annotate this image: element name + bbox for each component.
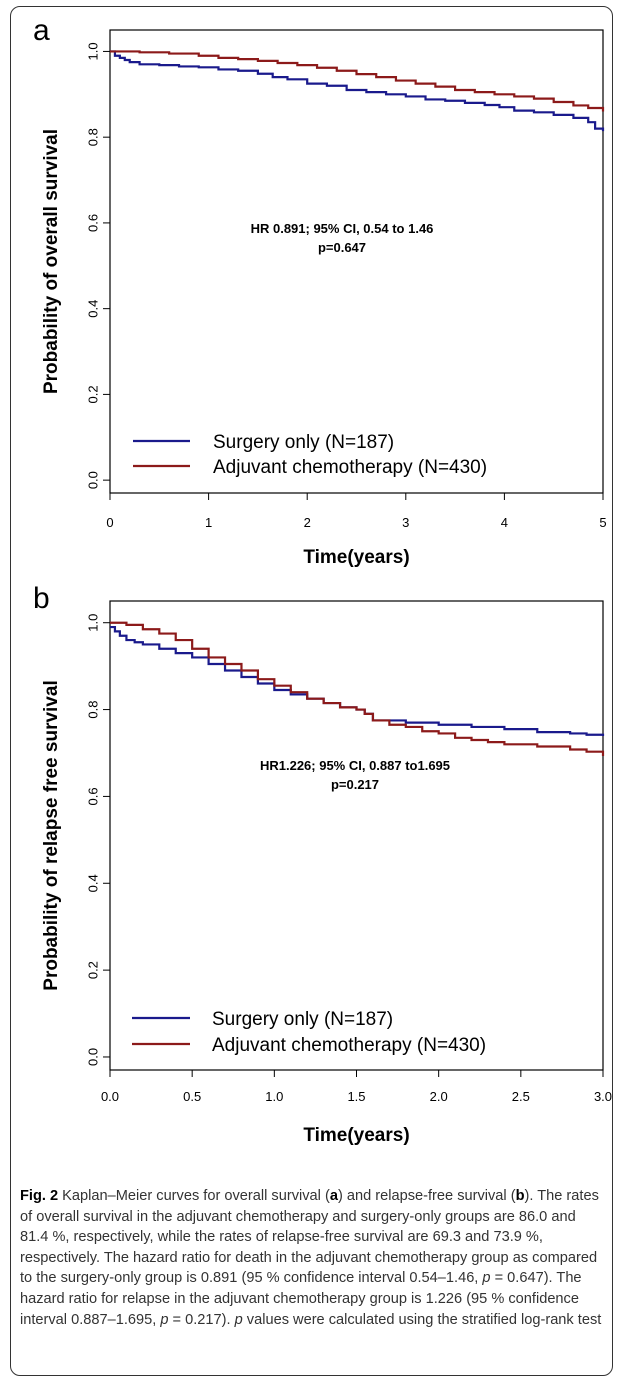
panel-b-letter: b [33, 582, 50, 615]
panel-a-x-tick-label: 5 [599, 515, 606, 530]
caption-text-1: Kaplan–Meier curves for overall survival… [58, 1188, 330, 1204]
panel-a-y-tick-label: 0.2 [85, 385, 100, 403]
panel-a-legend-label-adjuvant-chemo: Adjuvant chemotherapy (N=430) [213, 457, 487, 478]
panel-a-x-tick-label: 4 [501, 515, 508, 530]
caption-p-1: p [482, 1270, 491, 1287]
panel-b-p-value-annotation: p=0.217 [331, 777, 379, 792]
panel-b-y-tick-label: 0.0 [85, 1048, 100, 1066]
panel-b-y-tick-label: 1.0 [85, 614, 100, 632]
panel-b-x-tick-label: 2.5 [512, 1089, 530, 1104]
caption-ref-a: a [329, 1188, 338, 1204]
figure-frame [10, 6, 613, 1376]
panel-a-y-axis-label: Probability of overall survival [41, 129, 62, 394]
panel-a-y-tick-label: 0.8 [85, 128, 100, 146]
caption-text-3: ). The rates of overall survival in the … [20, 1188, 599, 1287]
caption-p-3: p [234, 1311, 243, 1328]
panel-a-x-tick-label: 1 [205, 515, 212, 530]
panel-b-x-tick-label: 0.0 [101, 1089, 119, 1104]
caption-text-4: = 0.647). The hazard ratio for relapse i… [20, 1270, 582, 1328]
panel-a-x-axis-label: Time(years) [303, 547, 409, 568]
panel-b-legend-label-adjuvant-chemo: Adjuvant chemotherapy (N=430) [212, 1035, 486, 1056]
caption-text-5: = 0.217). [168, 1311, 235, 1328]
panel-a-legend-label-surgery-only: Surgery only (N=187) [213, 432, 394, 453]
caption-label: Fig. 2 [20, 1188, 59, 1204]
panel-a-hr-annotation: HR 0.891; 95% CI, 0.54 to 1.46 [251, 221, 434, 236]
panel-b-x-tick-label: 1.0 [265, 1089, 283, 1104]
panel-a-p-value-annotation: p=0.647 [318, 240, 366, 255]
panel-a-series-surgery-only-line [110, 50, 605, 132]
panel-a-y-tick-label: 0.4 [85, 300, 100, 318]
panel-b-x-tick-label: 1.5 [347, 1089, 365, 1104]
panel-b-legend-label-surgery-only: Surgery only (N=187) [212, 1009, 393, 1030]
panel-b-hr-annotation: HR1.226; 95% CI, 0.887 to1.695 [260, 758, 450, 773]
panel-b-y-tick-label: 0.8 [85, 701, 100, 719]
panel-a-x-tick-label: 3 [402, 515, 409, 530]
panel-a-y-tick-label: 0.0 [85, 471, 100, 489]
panel-a-series-adjuvant-chemo-line [110, 50, 605, 112]
panel-a-plot-box [109, 29, 604, 494]
panel-a-letter: a [33, 14, 50, 47]
panel-a-y-tick-label: 0.6 [85, 214, 100, 232]
panel-b-x-tick-label: 2.0 [430, 1089, 448, 1104]
panel-b-series-surgery-only-line [110, 625, 605, 737]
panel-b-y-tick-label: 0.4 [85, 874, 100, 892]
panel-b-y-tick-label: 0.6 [85, 787, 100, 805]
panel-a-y-tick-label: 1.0 [85, 42, 100, 60]
panel-a-x-tick-label: 0 [106, 515, 113, 530]
figure-caption: Fig. 2 Kaplan–Meier curves for overall s… [20, 1186, 608, 1330]
panel-b-series-adjuvant-chemo-line [110, 621, 605, 757]
panel-b-y-tick-label: 0.2 [85, 961, 100, 979]
panel-b-x-tick-label: 3.0 [594, 1089, 612, 1104]
panel-b-plot-box [109, 600, 604, 1071]
caption-text-6: values were calculated using the stratif… [242, 1311, 602, 1328]
panel-b-x-axis-label: Time(years) [303, 1125, 409, 1146]
caption-text-2: ) and relapse-free survival ( [337, 1188, 516, 1204]
panel-b-y-axis-label: Probability of relapse free survival [41, 680, 62, 990]
caption-ref-b: b [515, 1188, 525, 1204]
panel-b-x-tick-label: 0.5 [183, 1089, 201, 1104]
caption-p-2: p [160, 1311, 169, 1328]
panel-a-x-tick-label: 2 [304, 515, 311, 530]
